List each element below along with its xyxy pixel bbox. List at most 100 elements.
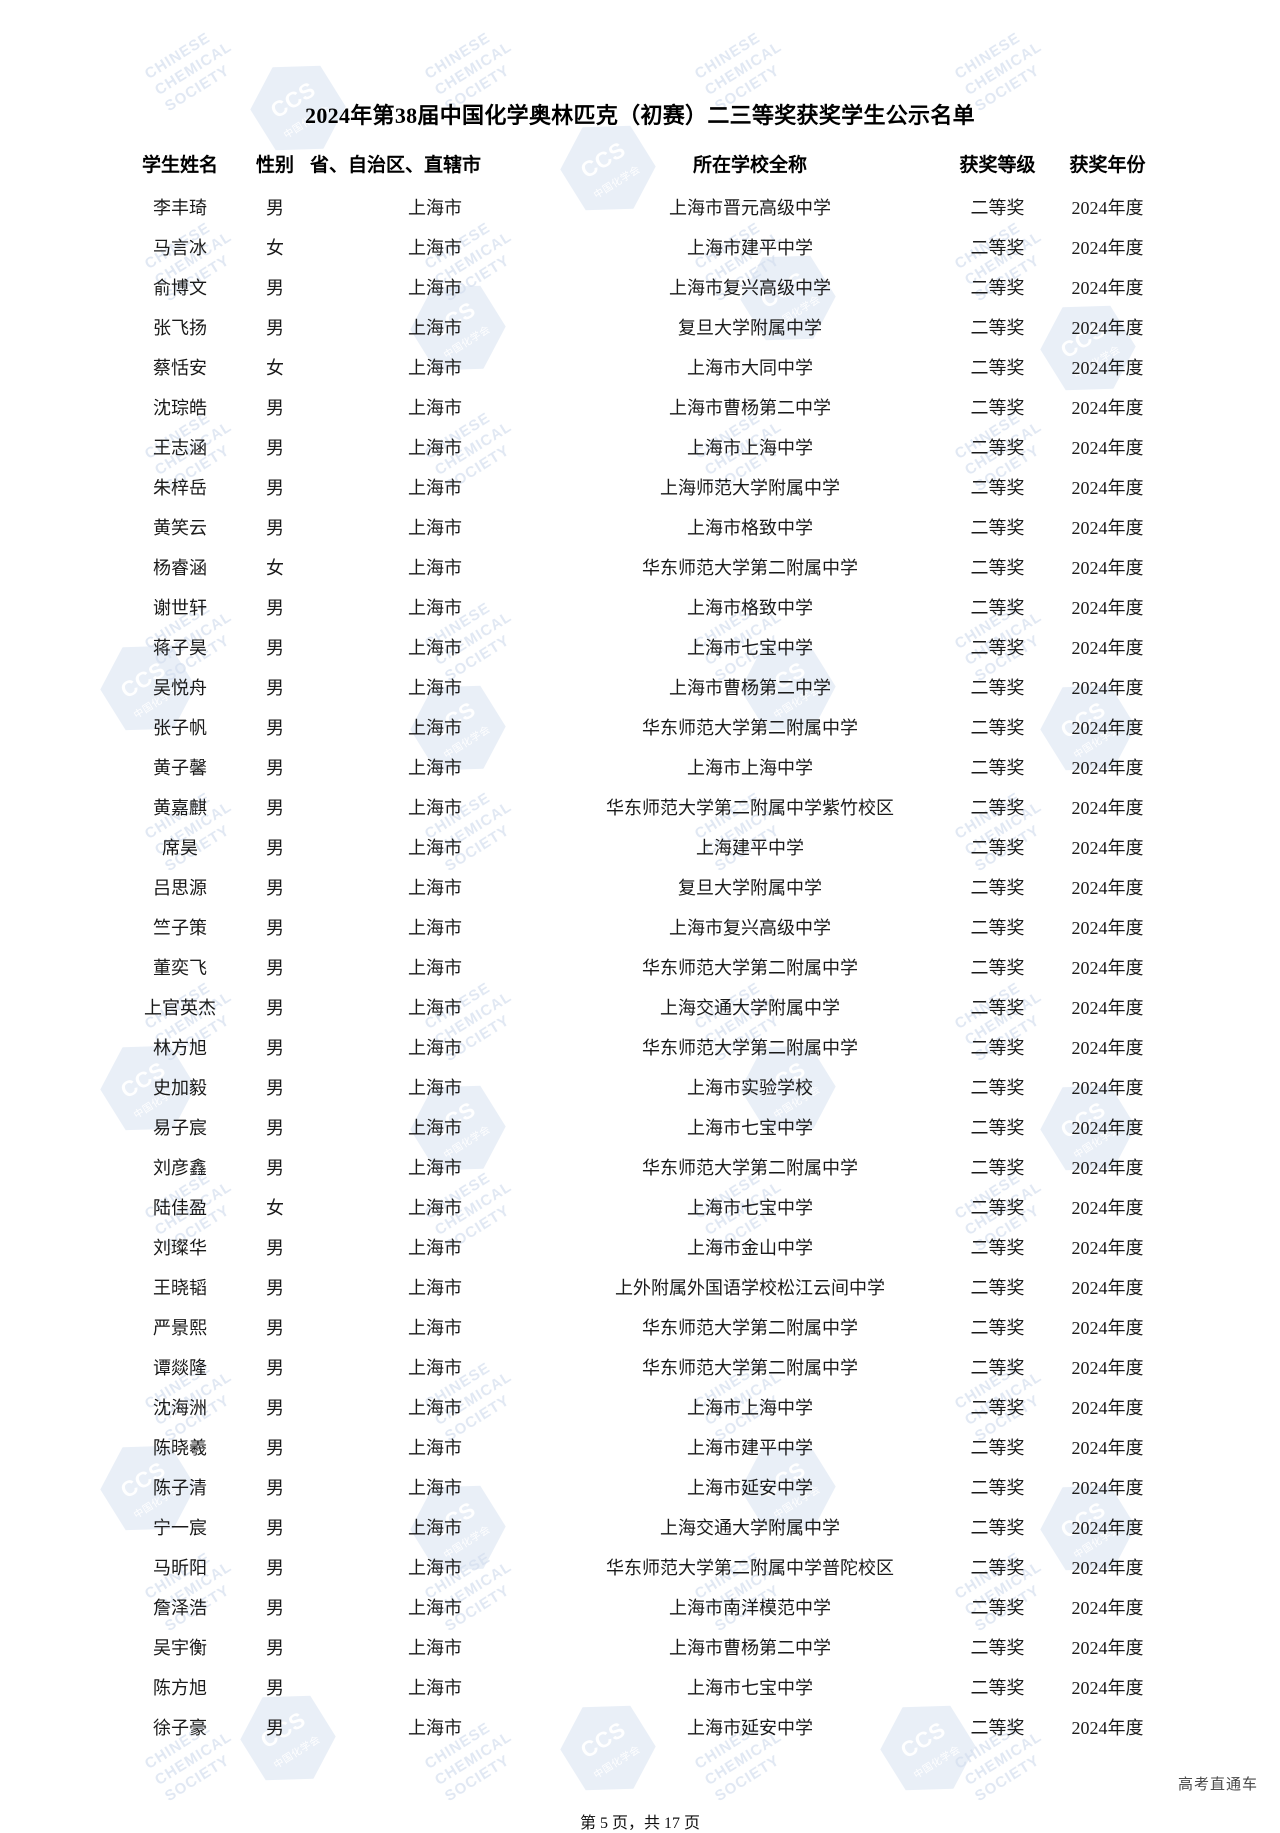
cell-student-name: 黄笑云 (153, 518, 207, 538)
brand-watermark-label: 高考直通车 (1177, 1776, 1258, 1793)
cell-gender: 男 (266, 1478, 284, 1498)
cell-award-level: 二等奖 (970, 398, 1025, 418)
cell-region: 上海市 (408, 798, 462, 818)
cell-region: 上海市 (408, 438, 462, 458)
cell-gender: 男 (266, 438, 284, 458)
page-title: 2024年第38届中国化学奥林匹克（初赛）二三等奖获奖学生公示名单 (305, 103, 975, 128)
cell-student-name: 史加毅 (153, 1078, 207, 1098)
cell-student-name: 俞博文 (153, 278, 207, 298)
cell-region: 上海市 (408, 358, 462, 378)
cell-region: 上海市 (408, 398, 462, 418)
cell-student-name: 严景熙 (153, 1318, 207, 1338)
cell-region: 上海市 (408, 678, 462, 698)
cell-gender: 男 (266, 798, 284, 818)
cell-region: 上海市 (408, 1558, 462, 1578)
cell-school: 上海市格致中学 (687, 518, 813, 538)
table-header: 学生姓名 性别 省、自治区、直辖市 所在学校全称 获奖等级 获奖年份 (120, 148, 1160, 187)
cell-gender: 女 (266, 1198, 284, 1218)
cell-school: 上海市金山中学 (687, 1238, 813, 1258)
cell-award-year: 2024年度 (1071, 918, 1144, 938)
table-row: 马言冰 女 上海市 上海市建平中学 二等奖 2024年度 (120, 227, 1160, 267)
cell-school: 上海市复兴高级中学 (669, 278, 831, 298)
award-roster-table: 学生姓名 性别 省、自治区、直辖市 所在学校全称 获奖等级 获奖年份 李丰琦男上… (120, 148, 1160, 1747)
cell-gender: 男 (266, 278, 284, 298)
cell-gender: 男 (266, 878, 284, 898)
cell-region: 上海市 (408, 1278, 462, 1298)
table-row: 张子帆 男 上海市 华东师范大学第二附属中学 二等奖 2024年度 (120, 707, 1160, 747)
cell-school: 上海市南洋模范中学 (669, 1598, 831, 1618)
cell-school: 上海建平中学 (696, 838, 804, 858)
cell-award-level: 二等奖 (970, 598, 1025, 618)
cell-gender: 男 (266, 1038, 284, 1058)
cell-student-name: 竺子策 (153, 918, 207, 938)
cell-region: 上海市 (408, 1078, 462, 1098)
cell-award-year: 2024年度 (1071, 1438, 1144, 1458)
cell-school: 华东师范大学第二附属中学 (642, 1318, 858, 1338)
cell-award-level: 二等奖 (970, 1638, 1025, 1658)
cell-student-name: 林方旭 (153, 1038, 207, 1058)
cell-gender: 男 (266, 718, 284, 738)
table-row: 马昕阳 男 上海市 华东师范大学第二附属中学普陀校区 二等奖 2024年度 (120, 1547, 1160, 1587)
page-number-footer: 第 5 页，共 17 页 (579, 1815, 700, 1832)
cell-award-year: 2024年度 (1071, 1678, 1144, 1698)
table-row: 詹泽浩 男 上海市 上海市南洋模范中学 二等奖 2024年度 (120, 1587, 1160, 1627)
table-row: 陈方旭 男 上海市 上海市七宝中学 二等奖 2024年度 (120, 1667, 1160, 1707)
cell-award-year: 2024年度 (1071, 398, 1144, 418)
cell-award-year: 2024年度 (1071, 358, 1144, 378)
cell-award-level: 二等奖 (970, 1438, 1025, 1458)
cell-award-level: 二等奖 (970, 438, 1025, 458)
cell-school: 上海市上海中学 (687, 758, 813, 778)
cell-region: 上海市 (408, 478, 462, 498)
cell-gender: 男 (266, 1358, 284, 1378)
cell-student-name: 黄嘉麒 (153, 798, 207, 818)
cell-award-year: 2024年度 (1071, 878, 1144, 898)
cell-school: 上海市实验学校 (687, 1078, 813, 1098)
cell-gender: 男 (266, 1278, 284, 1298)
cell-award-year: 2024年度 (1071, 958, 1144, 978)
cell-award-level: 二等奖 (970, 918, 1025, 938)
cell-student-name: 吕思源 (153, 878, 207, 898)
table-row: 吕思源 男 上海市 复旦大学附属中学 二等奖 2024年度 (120, 867, 1160, 907)
cell-region: 上海市 (408, 1638, 462, 1658)
cell-school: 华东师范大学第二附属中学 (642, 718, 858, 738)
cell-region: 上海市 (408, 1678, 462, 1698)
cell-award-level: 二等奖 (970, 798, 1025, 818)
cell-award-year: 2024年度 (1071, 518, 1144, 538)
cell-school: 上海市七宝中学 (687, 1678, 813, 1698)
cell-gender: 男 (266, 1558, 284, 1578)
cell-region: 上海市 (408, 1478, 462, 1498)
cell-region: 上海市 (408, 838, 462, 858)
cell-award-year: 2024年度 (1071, 238, 1144, 258)
cell-school: 上海市晋元高级中学 (669, 198, 831, 218)
cell-student-name: 马昕阳 (153, 1558, 207, 1578)
table-row: 陆佳盈 女 上海市 上海市七宝中学 二等奖 2024年度 (120, 1187, 1160, 1227)
column-header-region: 省、自治区、直辖市 (310, 155, 482, 176)
cell-award-level: 二等奖 (970, 238, 1025, 258)
cell-region: 上海市 (408, 1158, 462, 1178)
cell-award-level: 二等奖 (970, 478, 1025, 498)
table-row: 沈琮皓 男 上海市 上海市曹杨第二中学 二等奖 2024年度 (120, 387, 1160, 427)
cell-award-year: 2024年度 (1071, 1198, 1144, 1218)
cell-region: 上海市 (408, 1038, 462, 1058)
table-row: 王晓韬 男 上海市 上外附属外国语学校松江云间中学 二等奖 2024年度 (120, 1267, 1160, 1307)
cell-gender: 男 (266, 998, 284, 1018)
table-row: 黄笑云 男 上海市 上海市格致中学 二等奖 2024年度 (120, 507, 1160, 547)
cell-school: 华东师范大学第二附属中学 (642, 958, 858, 978)
cell-award-year: 2024年度 (1071, 638, 1144, 658)
cell-student-name: 徐子豪 (153, 1718, 207, 1738)
cell-award-year: 2024年度 (1071, 1358, 1144, 1378)
table-row: 吴宇衡 男 上海市 上海市曹杨第二中学 二等奖 2024年度 (120, 1627, 1160, 1667)
cell-school: 华东师范大学第二附属中学紫竹校区 (606, 798, 894, 818)
table-header-row: 学生姓名 性别 省、自治区、直辖市 所在学校全称 获奖等级 获奖年份 (120, 148, 1160, 187)
cell-student-name: 易子宸 (153, 1118, 207, 1138)
cell-student-name: 沈琮皓 (153, 398, 207, 418)
cell-region: 上海市 (408, 278, 462, 298)
cell-region: 上海市 (408, 1238, 462, 1258)
cell-school: 上海市上海中学 (687, 438, 813, 458)
cell-school: 上海市延安中学 (687, 1718, 813, 1738)
cell-award-year: 2024年度 (1071, 1398, 1144, 1418)
cell-award-level: 二等奖 (970, 1358, 1025, 1378)
cell-school: 华东师范大学第二附属中学 (642, 558, 858, 578)
cell-student-name: 陈方旭 (153, 1678, 207, 1698)
